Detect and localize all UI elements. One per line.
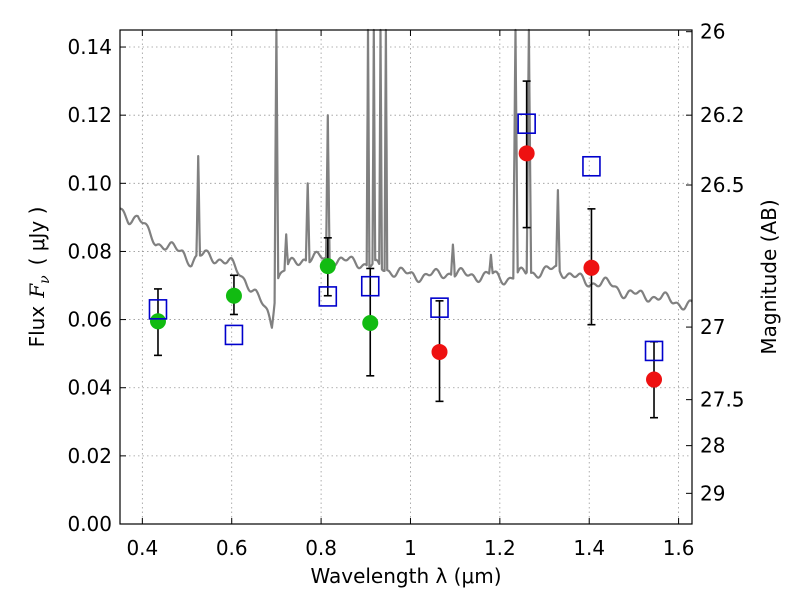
x-axis-label: Wavelength λ (μm) [310, 564, 501, 588]
y-axis-label-subscript: ν [37, 275, 53, 284]
x-tick-label: 0.6 [216, 536, 248, 560]
x-tick-label: 1.4 [573, 536, 605, 560]
x-tick-label: 0.8 [305, 536, 337, 560]
model-square-point [318, 286, 338, 307]
green-data-point [319, 258, 336, 275]
y-tick-label: 0.00 [67, 512, 112, 536]
y2-tick-label: 28 [700, 434, 725, 458]
red-data-point [431, 343, 448, 360]
y-axis: 0.00 0.02 0.04 0.06 0.08 0.10 0.12 0.14 [67, 35, 126, 536]
y2-tick-label: 29 [700, 481, 725, 505]
model-square-point [224, 324, 244, 346]
y2-tick-label: 27.5 [700, 388, 745, 412]
x-tick-label: 1.6 [663, 536, 695, 560]
y-tick-label: 0.14 [67, 35, 112, 59]
x-tick-label: 0.4 [126, 536, 158, 560]
y2-tick-label: 27 [700, 315, 725, 339]
y2-axis-label-group: Magnitude (AB) [757, 199, 781, 354]
y-axis-label-symbol: F [25, 283, 49, 299]
model-square-point [430, 297, 449, 318]
y-tick-label: 0.02 [67, 444, 112, 468]
model-square-point [148, 299, 168, 320]
plot-frame [119, 29, 693, 525]
y2-axis-label: Magnitude (AB) [757, 199, 781, 354]
red-data-point [518, 145, 535, 162]
y-axis-label-group: Flux Fν ( μJy ) [25, 207, 53, 348]
red-data-point [646, 371, 663, 388]
y2-axis: 26 26.2 26.5 27 27.5 28 29 [686, 20, 745, 505]
y2-tick-label: 26.2 [700, 103, 745, 127]
markers-layer [148, 113, 664, 388]
y-tick-label: 0.12 [67, 103, 112, 127]
model-square-point [517, 113, 536, 134]
y-tick-label: 0.04 [67, 376, 112, 400]
x-tick-label: 1 [404, 536, 417, 560]
red-data-point [583, 259, 600, 276]
y-tick-label: 0.06 [67, 308, 112, 332]
x-tick-label: 1.2 [484, 536, 516, 560]
y-axis-label-prefix: Flux [25, 306, 49, 348]
y-axis-label-unit: ( μJy ) [25, 207, 49, 266]
green-data-point [225, 287, 242, 304]
model-square-point [582, 155, 601, 177]
model-square-point [360, 275, 380, 297]
y2-tick-label: 26 [700, 20, 725, 44]
green-data-point [362, 314, 379, 331]
y-tick-label: 0.08 [67, 239, 112, 263]
green-data-point [149, 313, 166, 330]
model-square-point [644, 340, 664, 362]
y2-tick-label: 26.5 [700, 173, 745, 197]
y-tick-label: 0.10 [67, 171, 112, 195]
y-axis-label: Flux Fν ( μJy ) [25, 207, 53, 348]
x-axis: 0.4 0.6 0.8 1 1.2 1.4 1.6 [126, 30, 695, 560]
